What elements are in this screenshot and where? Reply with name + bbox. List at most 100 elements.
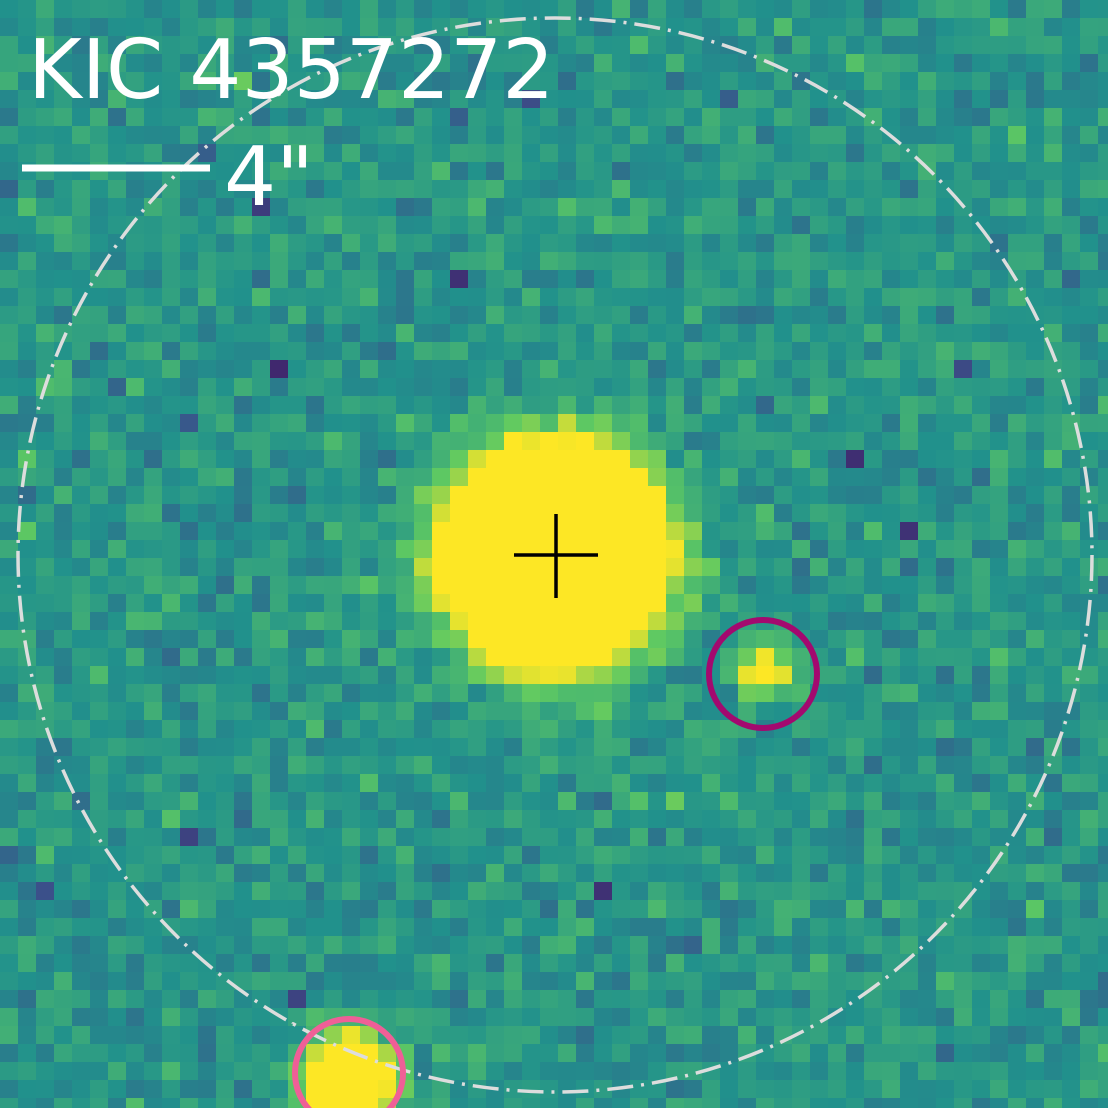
pixel	[396, 360, 415, 379]
pixel	[684, 918, 703, 937]
pixel	[828, 36, 847, 55]
pixel	[180, 774, 199, 793]
pixel	[558, 306, 577, 325]
pixel	[1062, 72, 1081, 91]
pixel	[990, 90, 1009, 109]
pixel	[216, 558, 235, 577]
pixel	[828, 594, 847, 613]
pixel	[36, 180, 55, 199]
pixel	[864, 396, 883, 415]
pixel	[990, 558, 1009, 577]
pixel	[1026, 756, 1045, 775]
pixel	[900, 54, 919, 73]
pixel	[720, 360, 739, 379]
pixel	[288, 558, 307, 577]
pixel	[612, 270, 631, 289]
pixel	[360, 324, 379, 343]
pixel	[0, 630, 19, 649]
pixel	[720, 666, 739, 685]
pixel	[954, 828, 973, 847]
pixel	[468, 432, 487, 451]
pixel	[612, 864, 631, 883]
pixel	[576, 486, 595, 505]
pixel	[144, 1026, 163, 1045]
pixel	[396, 666, 415, 685]
pixel	[36, 414, 55, 433]
pixel	[648, 954, 667, 973]
pixel	[792, 234, 811, 253]
pixel	[666, 738, 685, 757]
pixel	[702, 792, 721, 811]
pixel	[576, 504, 595, 523]
pixel	[720, 342, 739, 361]
pixel	[180, 684, 199, 703]
pixel	[126, 108, 145, 127]
pixel	[972, 180, 991, 199]
pixel	[198, 306, 217, 325]
pixel	[90, 684, 109, 703]
pixel	[126, 378, 145, 397]
pixel	[630, 702, 649, 721]
pixel	[90, 846, 109, 865]
pixel	[36, 810, 55, 829]
pixel	[846, 990, 865, 1009]
pixel	[378, 522, 397, 541]
pixel	[54, 504, 73, 523]
pixel	[378, 396, 397, 415]
pixel	[0, 972, 19, 991]
pixel	[738, 306, 757, 325]
pixel	[828, 126, 847, 145]
pixel	[396, 306, 415, 325]
pixel	[108, 828, 127, 847]
pixel	[864, 18, 883, 37]
pixel	[432, 162, 451, 181]
pixel	[144, 702, 163, 721]
pixel	[342, 522, 361, 541]
pixel	[162, 216, 181, 235]
pixel	[774, 936, 793, 955]
pixel	[360, 882, 379, 901]
pixel	[0, 666, 19, 685]
pixel	[36, 846, 55, 865]
pixel	[18, 630, 37, 649]
pixel	[918, 324, 937, 343]
pixel	[684, 54, 703, 73]
pixel	[18, 252, 37, 271]
pixel	[972, 846, 991, 865]
pixel	[792, 612, 811, 631]
pixel	[90, 990, 109, 1009]
pixel	[738, 576, 757, 595]
pixel	[810, 1044, 829, 1063]
pixel	[396, 594, 415, 613]
pixel	[774, 90, 793, 109]
pixel	[954, 324, 973, 343]
pixel	[720, 288, 739, 307]
pixel	[324, 720, 343, 739]
pixel	[738, 486, 757, 505]
pixel	[756, 18, 775, 37]
pixel	[270, 234, 289, 253]
pixel	[558, 234, 577, 253]
pixel	[630, 900, 649, 919]
pixel	[72, 738, 91, 757]
pixel	[1098, 432, 1108, 451]
pixel	[576, 90, 595, 109]
pixel	[252, 900, 271, 919]
pixel	[954, 72, 973, 91]
pixel	[234, 504, 253, 523]
pixel	[1026, 378, 1045, 397]
pixel	[126, 666, 145, 685]
pixel	[468, 486, 487, 505]
pixel	[288, 198, 307, 217]
pixel	[414, 180, 433, 199]
pixel	[846, 756, 865, 775]
pixel	[342, 828, 361, 847]
pixel	[738, 54, 757, 73]
pixel	[810, 180, 829, 199]
pixel	[306, 540, 325, 559]
pixel	[540, 36, 559, 55]
pixel	[468, 558, 487, 577]
pixel	[144, 846, 163, 865]
pixel	[738, 648, 757, 667]
pixel	[450, 1008, 469, 1027]
